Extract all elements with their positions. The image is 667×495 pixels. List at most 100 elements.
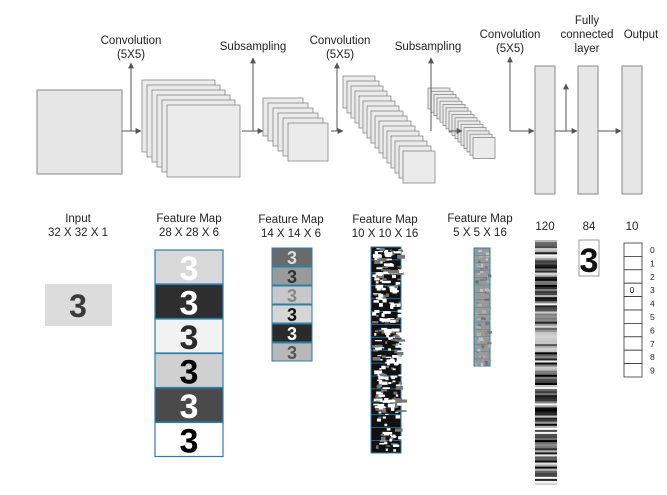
fm2-panel (271, 323, 313, 343)
fm3-caption-line2: 10 X 10 X 16 (352, 228, 419, 240)
fc120-unit (535, 272, 557, 275)
fm3-activation-pixel (382, 409, 387, 413)
fm3-activation-pixel (379, 279, 383, 282)
fm3-activation-pixel (374, 330, 379, 333)
fm1-panel (154, 421, 224, 458)
output-class-label: 8 (650, 352, 655, 362)
fc120-unit (535, 278, 557, 282)
fc120-unit (535, 462, 557, 465)
fm2-panel-digit: 3 (287, 248, 297, 268)
fm3-activation-pixel (375, 400, 381, 402)
fm4-activation-pixel (478, 323, 482, 328)
fm3-activation-pixel (392, 434, 396, 439)
fc120-unit (535, 262, 557, 265)
fm3-activation-pixel (377, 373, 381, 376)
fm3-activation-pixel (390, 320, 396, 323)
input-layer-block (36, 89, 123, 175)
fm4-activation-pixel (475, 280, 479, 284)
output-label: Output (624, 29, 659, 41)
fm3-activation-pixel (396, 358, 406, 362)
fm3-activation-pixel (388, 382, 392, 385)
fm3-activation-pixel (397, 269, 404, 273)
fm4-activation-pixel (479, 355, 482, 358)
fm3-activation-pixel (378, 373, 382, 375)
fm3-activation-pixel (390, 436, 394, 440)
fc120-unit (535, 276, 557, 279)
fm2-panel-digit: 3 (287, 267, 297, 287)
fc120-unit (535, 436, 557, 439)
fm3-activation-pixel (395, 411, 398, 413)
fm4-activation-pixel (479, 255, 484, 258)
input-digit: 3 (69, 288, 87, 324)
fc120-unit (535, 342, 557, 345)
fm3-activation-pixel (388, 348, 391, 351)
fm3-activation-pixel (379, 303, 383, 307)
fc120-unit (535, 327, 557, 331)
fc120-unit (535, 376, 557, 380)
fm3-activation-pixel (381, 381, 388, 385)
fm3-activation-pixel (391, 336, 396, 338)
fm3-activation-pixel (385, 341, 388, 344)
fm3-activation-pixel (393, 449, 397, 452)
fm3-activation-pixel (376, 418, 381, 422)
fc120-unit (535, 358, 557, 361)
fm3-activation-pixel (385, 361, 389, 364)
fm3-activation-pixel (390, 303, 398, 307)
fc120-unit (535, 321, 557, 324)
conv2-label-line1: Convolution (310, 35, 371, 47)
fm4-activation-pixel (475, 312, 478, 316)
fm3-activation-pixel (374, 332, 377, 336)
fm3-activation-pixel (397, 351, 404, 356)
fc120-unit (535, 444, 557, 447)
fm3-activation-pixel (372, 321, 379, 324)
fm4-activation-pixel (481, 263, 484, 268)
fm4-activation-pixel (477, 349, 481, 353)
fm1-panel-digit: 3 (180, 423, 199, 461)
sub2-map (472, 137, 496, 159)
fm3-activation-pixel (382, 355, 386, 358)
fm3-activation-pixel (376, 286, 381, 291)
fm4-activation-pixel (480, 317, 486, 320)
fm3-activation-pixel (395, 415, 401, 419)
fc120-unit (535, 352, 557, 355)
fc120-unit (535, 397, 557, 400)
output-cell (623, 269, 643, 284)
fm3-activation-pixel (377, 355, 382, 357)
fm3-activation-pixel (376, 275, 385, 279)
fm2-panel (271, 342, 313, 362)
fm3-activation-pixel (382, 278, 387, 280)
subsampling1-feature-maps-stack (262, 97, 329, 162)
fm3-activation-pixel (389, 263, 392, 266)
output-cell (623, 336, 643, 351)
fc120-unit (535, 284, 557, 288)
fc120-activation-column (535, 240, 557, 486)
fc120-unit (535, 338, 557, 341)
fm4-activation-pixel (478, 300, 483, 303)
fm3-activation-pixel (382, 389, 388, 392)
fc120-unit (535, 362, 557, 365)
fm3-activation-pixel (392, 355, 398, 358)
fm3-activation-pixel (383, 311, 390, 314)
fc120-unit (535, 417, 557, 420)
fc120-unit (535, 319, 557, 322)
fc120-unit (535, 423, 557, 426)
fm3-activation-pixel (385, 249, 389, 254)
fc120-unit (535, 264, 557, 267)
conv1-feature-maps-stack (141, 79, 241, 178)
fc-label-line3: layer (575, 43, 600, 55)
fc120-layer-block (534, 65, 556, 195)
fm3-activation-pixel (398, 374, 403, 377)
fm3-activation-pixel (397, 314, 405, 318)
fc120-unit (535, 331, 557, 335)
fm3-activation-pixel (389, 286, 398, 288)
fc120-unit (535, 364, 557, 367)
fm3-activation-pixel (378, 293, 384, 298)
fm3-activation-pixel (385, 448, 388, 451)
output-class-label: 7 (650, 339, 655, 349)
fc120-unit (535, 446, 557, 449)
fc120-unit (535, 474, 557, 478)
fm4-activation-pixel (486, 282, 489, 287)
fm2-caption-line2: 14 X 14 X 6 (261, 228, 321, 240)
fm4-activation-pixel (486, 330, 492, 334)
